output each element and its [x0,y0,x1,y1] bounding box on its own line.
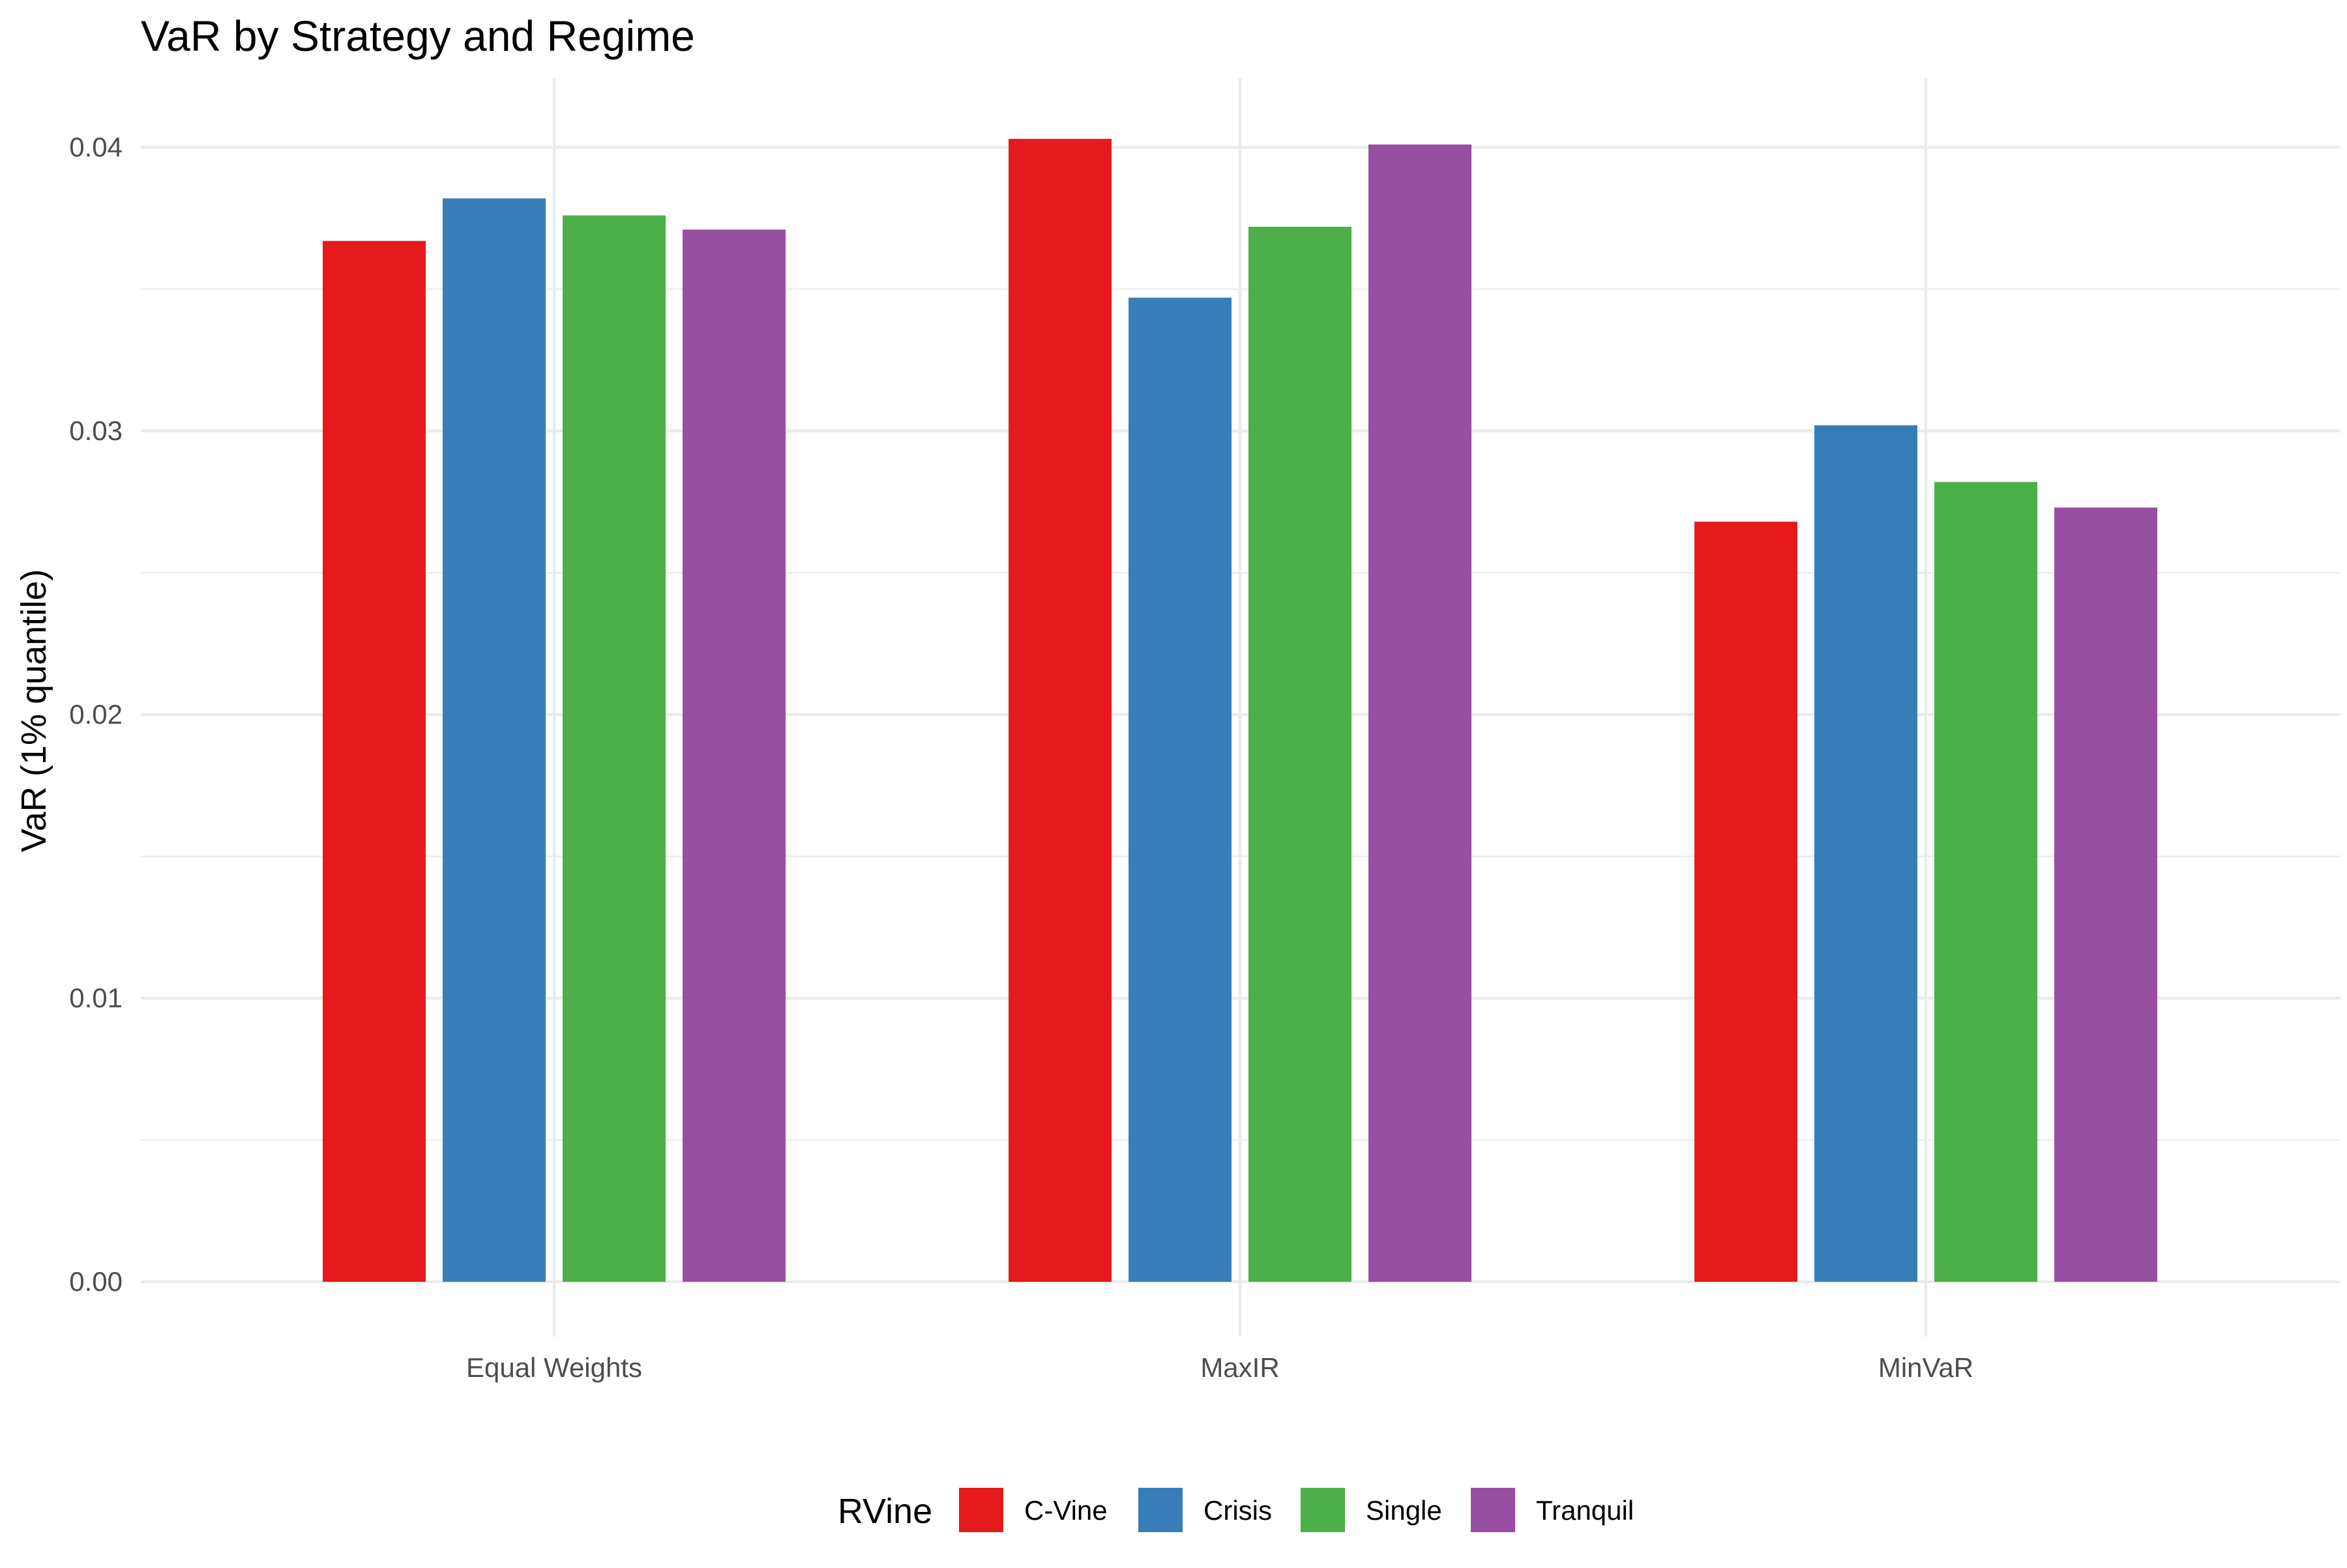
legend-label: Tranquil [1536,1495,1634,1526]
legend-title: RVine [838,1492,932,1531]
bar-tranquil-1 [1368,144,1471,1282]
y-axis-title: VaR (1% quantile) [14,569,53,852]
x-tick-label: MinVaR [1878,1352,1973,1383]
bar-single-0 [563,215,666,1282]
y-tick-label: 0.04 [69,132,123,162]
bar-tranquil-2 [2054,507,2157,1282]
y-tick-label: 0.01 [69,983,123,1013]
y-tick-label: 0.00 [69,1266,123,1297]
bar-tranquil-0 [683,229,786,1282]
bar-c-vine-0 [323,241,426,1282]
bars [323,138,2157,1282]
bar-crisis-2 [1814,425,1917,1282]
legend-key [1301,1488,1345,1532]
legend-label: Single [1366,1495,1442,1526]
bar-crisis-0 [443,198,546,1282]
legend-key [1471,1488,1515,1532]
legend-label: C-Vine [1024,1495,1108,1526]
legend: RVine C-Vine Crisis Single Tranquil [838,1488,1634,1532]
bar-c-vine-1 [1009,138,1112,1282]
bar-single-2 [1934,482,2037,1282]
bar-crisis-1 [1129,297,1232,1282]
legend-label: Crisis [1203,1495,1272,1526]
x-tick-label: MaxIR [1200,1352,1279,1383]
y-axis-ticks: 0.00 0.01 0.02 0.03 0.04 [69,132,123,1297]
y-tick-label: 0.02 [69,699,123,730]
chart-title: VaR by Strategy and Regime [141,12,695,60]
legend-key [959,1488,1003,1532]
x-tick-label: Equal Weights [466,1352,642,1383]
bar-single-1 [1248,226,1351,1282]
x-axis-ticks: Equal Weights MaxIR MinVaR [466,1352,1973,1383]
y-tick-label: 0.03 [69,415,123,446]
legend-key [1138,1488,1183,1532]
bar-c-vine-2 [1694,522,1797,1282]
